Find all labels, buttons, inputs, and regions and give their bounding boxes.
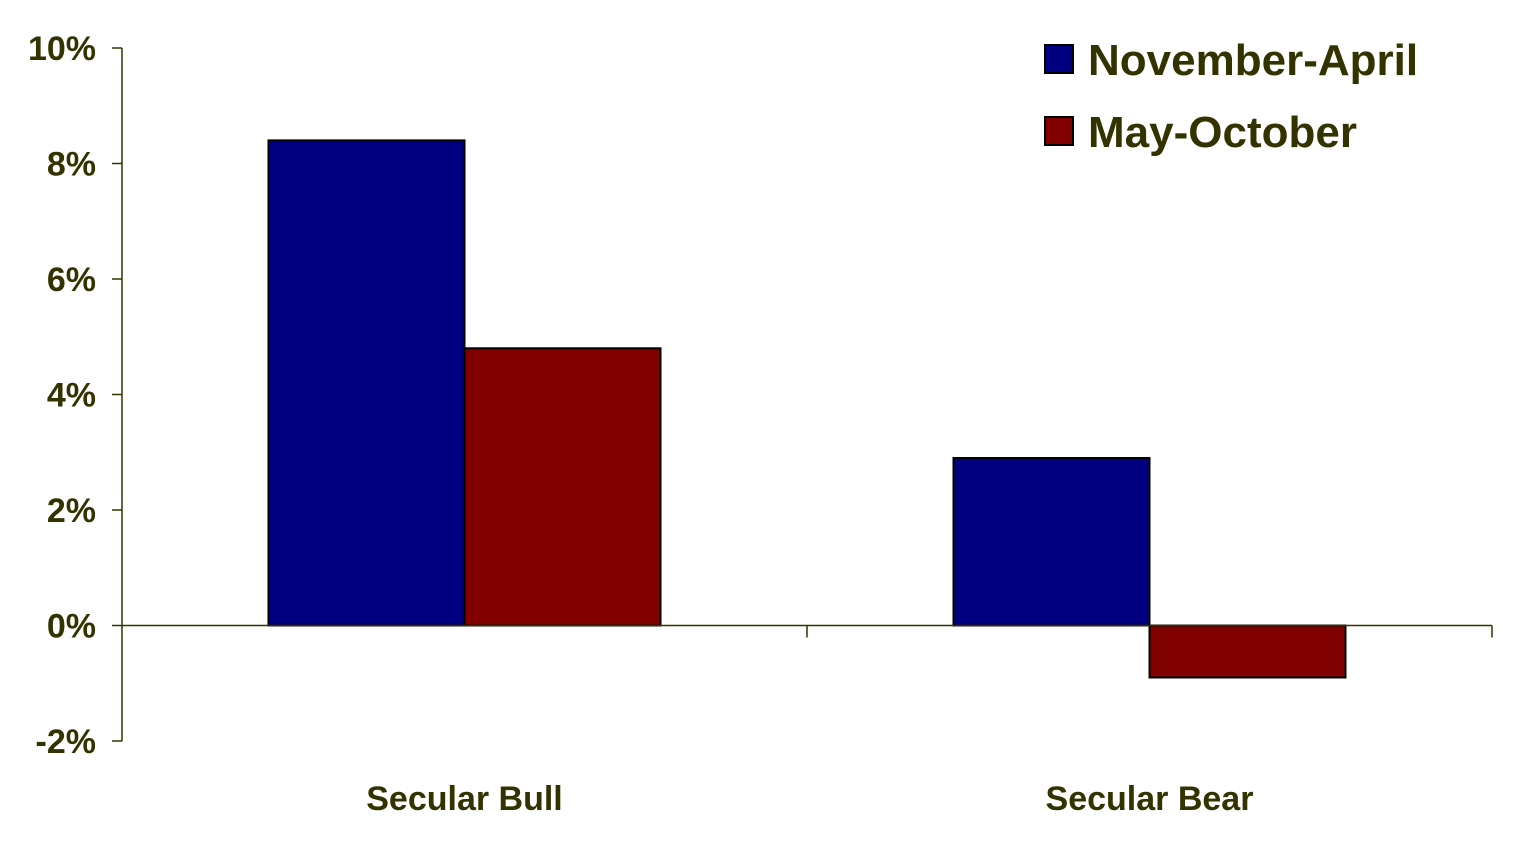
y-tick-label: 2% (47, 492, 96, 530)
bar-series (267, 139, 1347, 679)
y-tick-label: 0% (47, 608, 96, 646)
y-tick-label: 4% (47, 377, 96, 415)
bar-may-october-secular-bear (1148, 624, 1347, 679)
y-axis-ticks: 10% 8% 6% 4% 2% 0% -2% (28, 30, 122, 761)
legend-swatch (1044, 44, 1074, 74)
y-tick-label: 8% (47, 146, 96, 184)
y-tick-label: 10% (28, 30, 96, 68)
legend-swatch (1044, 116, 1074, 146)
x-category-label: Secular Bull (366, 780, 563, 818)
y-tick-label: 6% (47, 261, 96, 299)
legend-label: May-October (1088, 108, 1357, 157)
x-axis-labels: Secular Bull Secular Bear (366, 780, 1253, 818)
bar-may-october-secular-bull (463, 347, 662, 627)
y-tick-label: -2% (36, 723, 96, 761)
bar-november-april-secular-bull (267, 139, 466, 627)
plot-area: 10% 8% 6% 4% 2% 0% -2% Secular Bull Secular Bea… (28, 30, 1493, 818)
legend: November-April May-October (1044, 36, 1418, 157)
bar-november-april-secular-bear (952, 457, 1151, 627)
legend-label: November-April (1088, 36, 1418, 85)
x-category-label: Secular Bear (1046, 780, 1254, 818)
x-axis-ticks (806, 625, 1493, 638)
